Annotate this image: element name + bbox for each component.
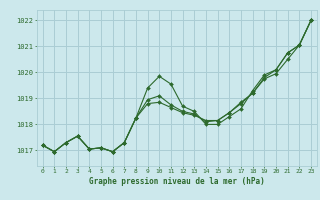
X-axis label: Graphe pression niveau de la mer (hPa): Graphe pression niveau de la mer (hPa) [89, 177, 265, 186]
